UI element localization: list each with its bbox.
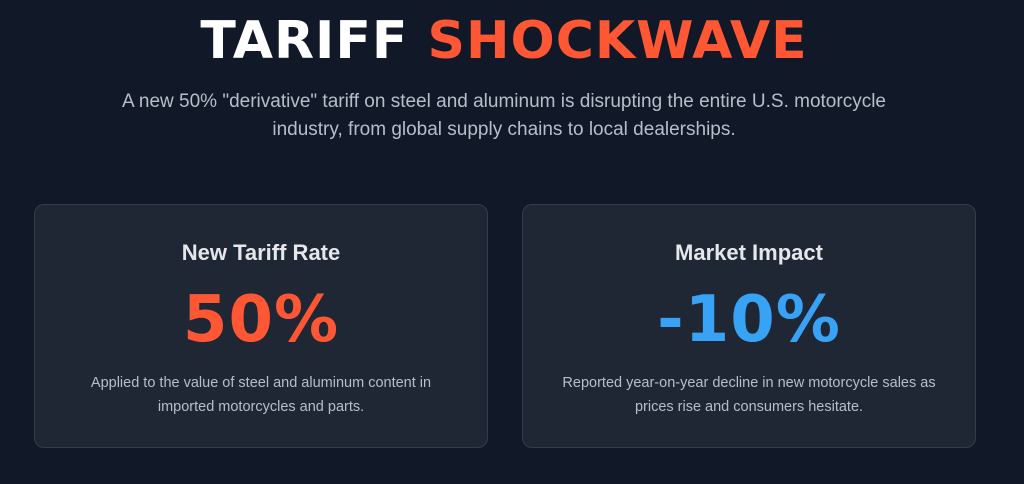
market-impact-stat: -10%	[657, 283, 841, 357]
tariff-rate-card: New Tariff Rate 50% Applied to the value…	[34, 204, 488, 448]
title-word-tariff: TARIFF	[200, 11, 409, 71]
card-title: New Tariff Rate	[181, 240, 341, 265]
page-title: TARIFF SHOCKWAVE	[0, 6, 1008, 76]
card-description: Reported year-on-year decline in new mot…	[562, 375, 936, 415]
hero-subtitle: A new 50% "derivative" tariff on steel a…	[121, 91, 886, 140]
title-word-shockwave: SHOCKWAVE	[427, 11, 808, 71]
market-impact-card: Market Impact -10% Reported year-on-year…	[522, 204, 976, 448]
card-description: Applied to the value of steel and alumin…	[90, 375, 432, 415]
tariff-rate-stat: 50%	[182, 283, 340, 357]
card-title: Market Impact	[675, 240, 823, 265]
